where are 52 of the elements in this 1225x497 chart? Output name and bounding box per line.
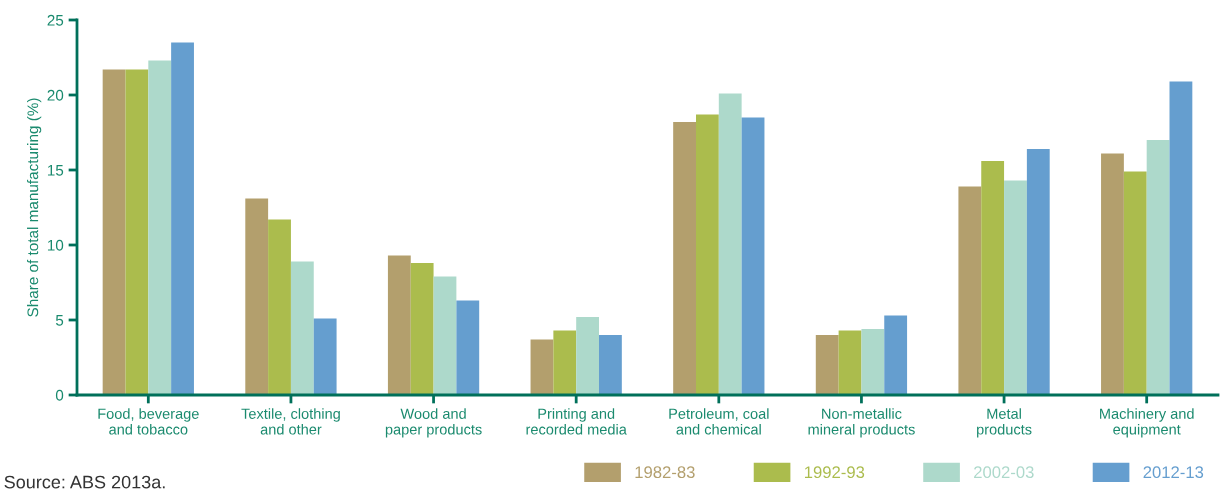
y-tick-label: 10 [47, 239, 64, 251]
bar [884, 315, 908, 395]
bar [1169, 81, 1193, 395]
bar [599, 335, 622, 395]
bar [1146, 140, 1170, 395]
bar [433, 276, 457, 395]
bar [290, 261, 314, 395]
bar [171, 42, 194, 395]
y-tick-label: 25 [47, 14, 64, 26]
bar [861, 329, 885, 395]
x-tick-label: Textile, clothing and other [241, 408, 340, 435]
bar [313, 318, 337, 395]
x-tick-label: Metal products [977, 408, 1032, 438]
legend-label: 2002-03 [974, 466, 1034, 479]
bar [245, 198, 269, 395]
bar [102, 69, 126, 395]
bar [148, 60, 172, 395]
x-tick-label: Petroleum, coal and chemical [669, 408, 769, 435]
x-tick-label: Non-metallic mineral products [808, 408, 915, 438]
bar [838, 330, 862, 395]
y-axis-title: Share of total manufacturing (%) [27, 98, 42, 317]
bar [530, 339, 554, 395]
bar [456, 300, 480, 395]
bar [958, 186, 982, 395]
bar [673, 122, 696, 395]
legend-label: 2012-13 [1143, 466, 1204, 479]
bar [1101, 153, 1124, 395]
legend-label: 1992-93 [805, 466, 865, 479]
bar [387, 255, 411, 395]
bar [981, 161, 1005, 395]
bar [695, 114, 719, 395]
x-tick-label: Machinery and equipment [1100, 408, 1194, 438]
y-tick-label: 0 [55, 389, 64, 401]
bar [125, 69, 149, 395]
bar [268, 219, 291, 395]
bar [1026, 149, 1050, 395]
bar [815, 335, 839, 395]
source-note: Source: ABS 2013a. [4, 475, 165, 489]
bar [1004, 180, 1027, 395]
y-tick-label: 20 [47, 89, 64, 101]
bar [1123, 171, 1147, 395]
y-tick-label: 5 [55, 315, 64, 326]
x-tick-label: Food, beverage and tobacco [98, 408, 199, 435]
bar [718, 93, 742, 395]
x-tick-label: Printing and recorded media [526, 408, 627, 435]
bar [576, 317, 600, 395]
x-tick-label: Wood and paper products [385, 408, 482, 438]
bar [741, 117, 765, 395]
bar [410, 263, 434, 395]
y-tick-label: 15 [47, 165, 64, 176]
legend-label: 1982-83 [635, 466, 695, 479]
bar [553, 330, 577, 395]
